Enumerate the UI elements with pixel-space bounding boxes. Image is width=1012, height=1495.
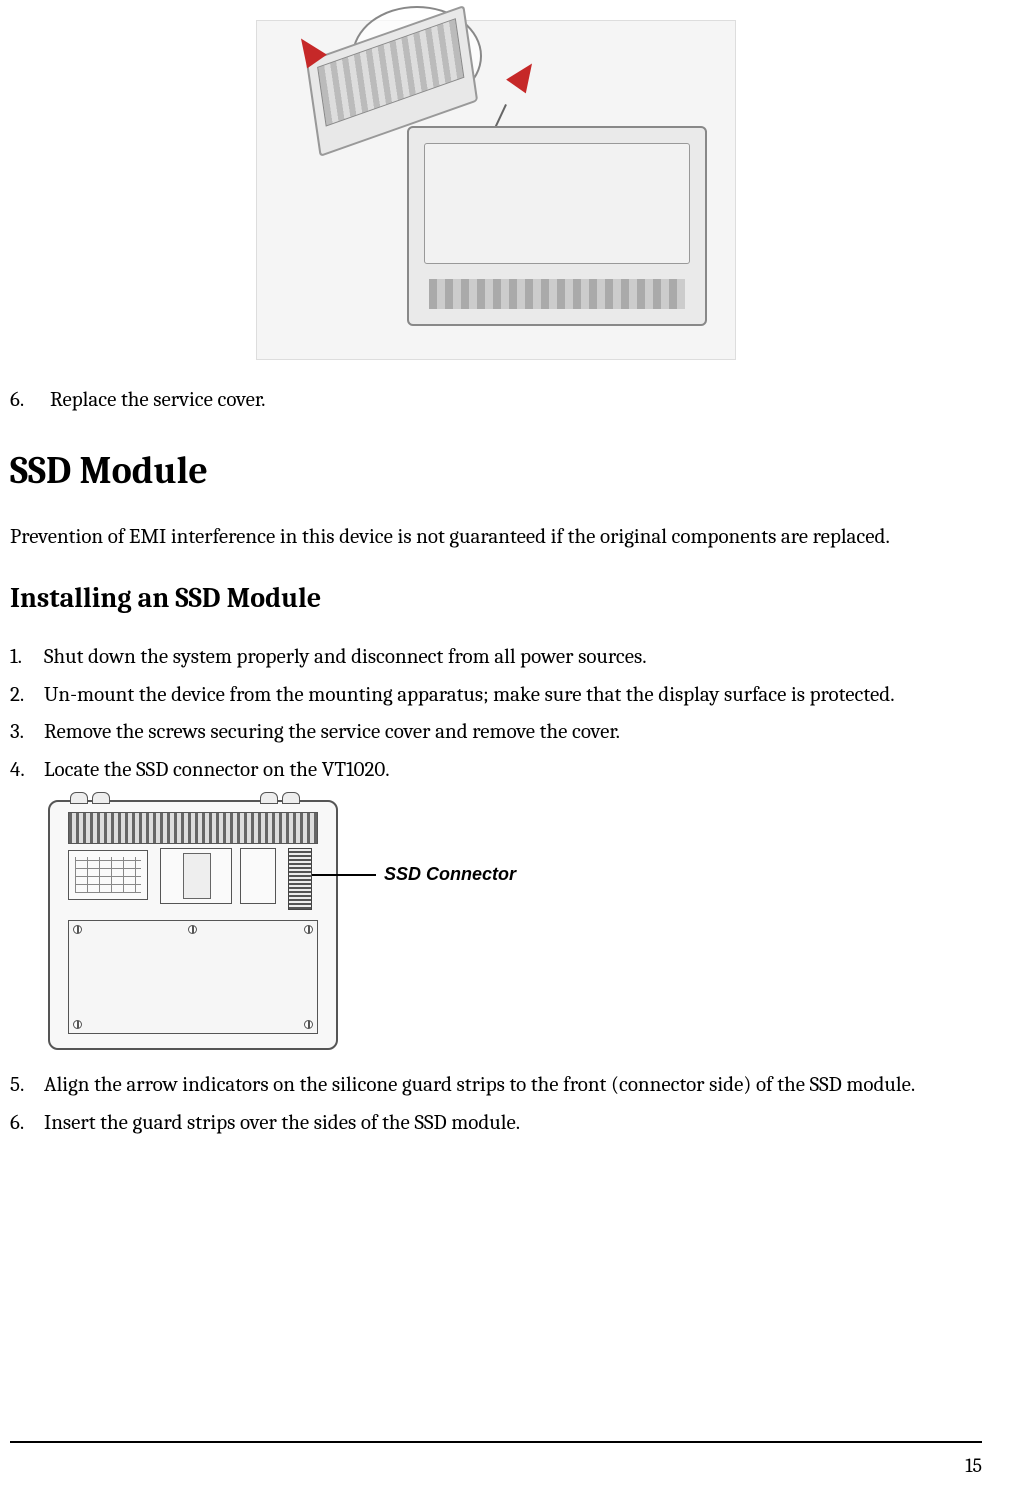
mounting-knob xyxy=(70,792,88,804)
list-item: 6. Replace the service cover. xyxy=(10,385,982,417)
panel-small xyxy=(240,848,276,904)
list-text: Insert the guard strips over the sides o… xyxy=(38,1108,982,1140)
list-text: Locate the SSD connector on the VT1020. xyxy=(38,755,982,787)
mounting-knob xyxy=(282,792,300,804)
list-number: 1. xyxy=(10,642,38,674)
list-item: 6. Insert the guard strips over the side… xyxy=(10,1108,982,1140)
list-number: 2. xyxy=(10,680,38,712)
paragraph-emi-warning: Prevention of EMI interference in this d… xyxy=(10,521,982,555)
panel-slots xyxy=(68,850,148,900)
callout-leader-line xyxy=(312,874,376,876)
list-text: Align the arrow indicators on the silico… xyxy=(38,1070,982,1102)
list-item: 1. Shut down the system properly and dis… xyxy=(10,642,982,674)
direction-arrow-icon xyxy=(506,57,542,94)
list-number: 3. xyxy=(10,717,38,749)
screw-icon xyxy=(304,925,313,934)
ssd-connector-illustration xyxy=(288,848,312,910)
ordered-list-install-steps-cont: 5. Align the arrow indicators on the sil… xyxy=(10,1070,982,1139)
list-item: 2. Un-mount the device from the mounting… xyxy=(10,680,982,712)
device-rear-illustration xyxy=(48,800,338,1050)
figure-card-insertion xyxy=(256,20,736,360)
figure-content xyxy=(257,21,735,359)
list-number: 5. xyxy=(10,1070,38,1102)
list-item: 4. Locate the SSD connector on the VT102… xyxy=(10,755,982,787)
list-text: Shut down the system properly and discon… xyxy=(38,642,982,674)
list-item: 5. Align the arrow indicators on the sil… xyxy=(10,1070,982,1102)
list-number: 6. xyxy=(10,385,50,417)
bottom-plate xyxy=(68,920,318,1034)
ordered-list-install-steps: 1. Shut down the system properly and dis… xyxy=(10,642,982,786)
heading-ssd-module: SSD Module xyxy=(10,449,982,493)
mounting-knob xyxy=(92,792,110,804)
screw-icon xyxy=(188,925,197,934)
list-number: 6. xyxy=(10,1108,38,1140)
figure-ssd-connector: SSD Connector xyxy=(46,798,506,1058)
callout-label-ssd-connector: SSD Connector xyxy=(384,864,516,885)
list-text: Replace the service cover. xyxy=(50,385,982,417)
footer-divider xyxy=(10,1441,982,1443)
mounting-knob xyxy=(260,792,278,804)
panel-module xyxy=(160,848,232,904)
screw-icon xyxy=(73,1020,82,1029)
list-text: Remove the screws securing the service c… xyxy=(38,717,982,749)
list-item: 3. Remove the screws securing the servic… xyxy=(10,717,982,749)
list-number: 4. xyxy=(10,755,38,787)
screw-icon xyxy=(304,1020,313,1029)
heading-installing-ssd: Installing an SSD Module xyxy=(10,582,982,614)
list-text: Un-mount the device from the mounting ap… xyxy=(38,680,982,712)
device-base-illustration xyxy=(407,126,707,326)
heatsink-fins xyxy=(68,812,318,844)
page-number: 15 xyxy=(965,1454,982,1477)
screw-icon xyxy=(73,925,82,934)
